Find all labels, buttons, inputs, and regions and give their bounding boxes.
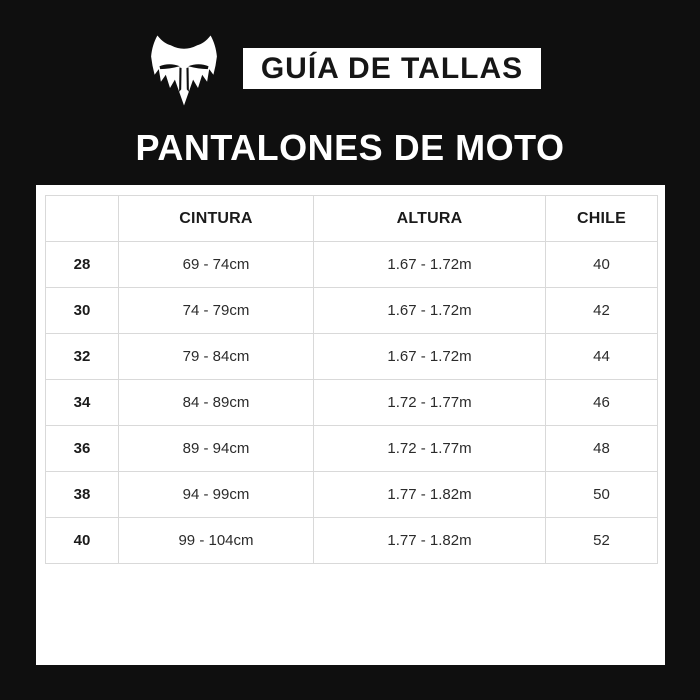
cell-altura: 1.72 - 1.77m xyxy=(313,379,546,426)
table-row: 34 84 - 89cm 1.72 - 1.77m 46 xyxy=(45,379,658,426)
cell-cintura: 94 - 99cm xyxy=(118,471,314,518)
cell-cintura: 69 - 74cm xyxy=(118,241,314,288)
cell-size: 30 xyxy=(45,287,119,334)
cell-cintura: 79 - 84cm xyxy=(118,333,314,380)
col-header-chile: CHILE xyxy=(545,195,658,242)
table-row: 38 94 - 99cm 1.77 - 1.82m 50 xyxy=(45,471,658,518)
page-title: GUÍA DE TALLAS xyxy=(243,48,541,89)
cell-cintura: 84 - 89cm xyxy=(118,379,314,426)
col-header-cintura: CINTURA xyxy=(118,195,314,242)
size-table-panel: CINTURA ALTURA CHILE 28 69 - 74cm 1.67 -… xyxy=(36,185,665,665)
fox-head-icon xyxy=(149,33,219,108)
cell-altura: 1.77 - 1.82m xyxy=(313,471,546,518)
cell-chile: 40 xyxy=(545,241,658,288)
table-row: 28 69 - 74cm 1.67 - 1.72m 40 xyxy=(45,241,658,288)
cell-altura: 1.77 - 1.82m xyxy=(313,517,546,564)
table-row: 40 99 - 104cm 1.77 - 1.82m 52 xyxy=(45,517,658,564)
cell-cintura: 89 - 94cm xyxy=(118,425,314,472)
cell-chile: 44 xyxy=(545,333,658,380)
col-header-size xyxy=(45,195,119,242)
cell-chile: 52 xyxy=(545,517,658,564)
cell-altura: 1.67 - 1.72m xyxy=(313,287,546,334)
cell-chile: 46 xyxy=(545,379,658,426)
size-table: CINTURA ALTURA CHILE 28 69 - 74cm 1.67 -… xyxy=(45,195,658,564)
cell-size: 40 xyxy=(45,517,119,564)
table-row: 36 89 - 94cm 1.72 - 1.77m 48 xyxy=(45,425,658,472)
table-header-row: CINTURA ALTURA CHILE xyxy=(45,195,658,242)
cell-size: 36 xyxy=(45,425,119,472)
cell-altura: 1.67 - 1.72m xyxy=(313,333,546,380)
cell-chile: 48 xyxy=(545,425,658,472)
cell-size: 34 xyxy=(45,379,119,426)
page-subtitle: PANTALONES DE MOTO xyxy=(135,127,565,168)
cell-altura: 1.72 - 1.77m xyxy=(313,425,546,472)
cell-chile: 42 xyxy=(545,287,658,334)
cell-altura: 1.67 - 1.72m xyxy=(313,241,546,288)
cell-cintura: 74 - 79cm xyxy=(118,287,314,334)
cell-cintura: 99 - 104cm xyxy=(118,517,314,564)
cell-size: 28 xyxy=(45,241,119,288)
cell-size: 38 xyxy=(45,471,119,518)
cell-size: 32 xyxy=(45,333,119,380)
table-row: 32 79 - 84cm 1.67 - 1.72m 44 xyxy=(45,333,658,380)
cell-chile: 50 xyxy=(545,471,658,518)
col-header-altura: ALTURA xyxy=(313,195,546,242)
table-row: 30 74 - 79cm 1.67 - 1.72m 42 xyxy=(45,287,658,334)
